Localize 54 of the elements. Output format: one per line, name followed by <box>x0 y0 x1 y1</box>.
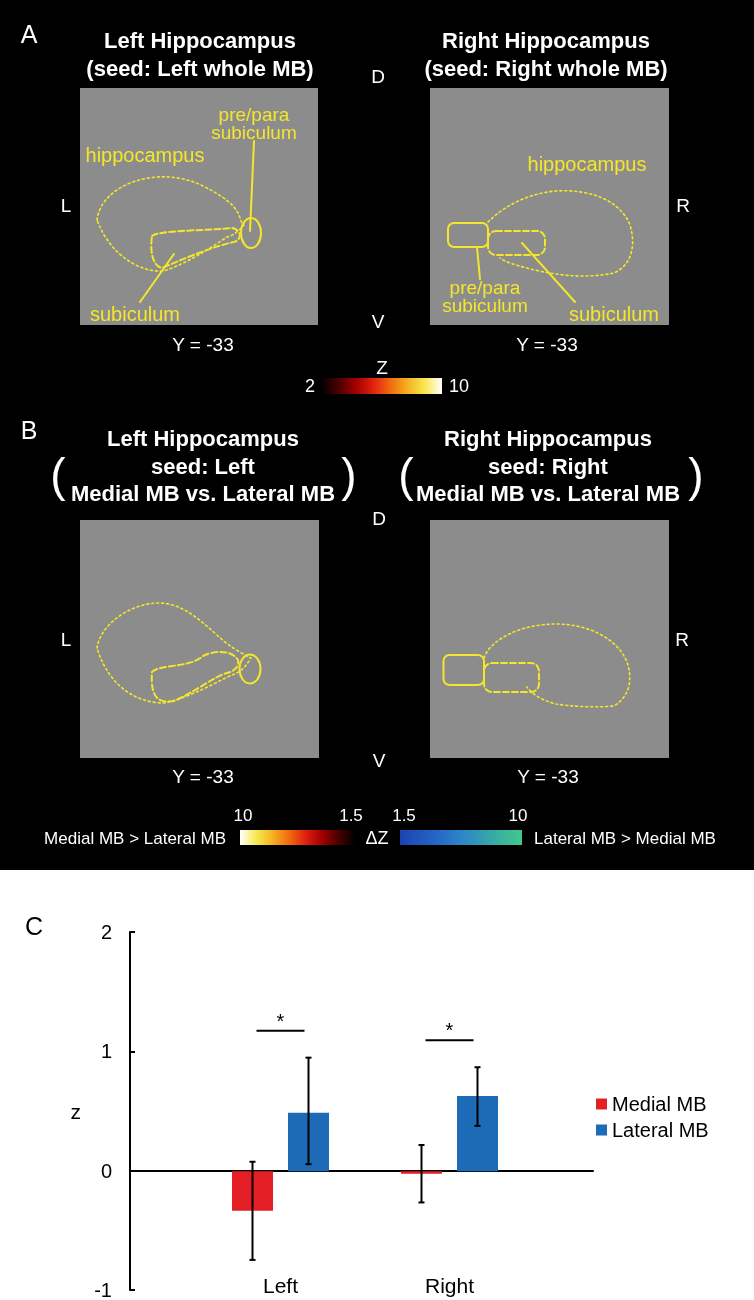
x-tick-label: Right <box>424 1273 475 1297</box>
text: 10 <box>233 805 253 825</box>
bar <box>457 1095 498 1172</box>
text: ( <box>50 449 67 501</box>
text: R <box>675 628 689 650</box>
text: Right Hippocampus seed: Right Medial MB vs. Lateral MB <box>415 425 681 506</box>
x-tick-label: Left <box>262 1273 299 1297</box>
annotation: * <box>445 1019 454 1042</box>
y-axis-title: z <box>70 1099 81 1123</box>
color-bar-title: Z <box>376 356 389 378</box>
text: 10 <box>508 805 528 825</box>
chart-title: C <box>25 911 44 940</box>
text: Y = -33 <box>516 333 578 355</box>
legend-label: Medial MB <box>612 1093 707 1115</box>
text: Left Hippocampus (seed: Left whole MB) <box>86 27 314 81</box>
text: pre/para subiculum <box>211 103 297 143</box>
y-tick-label: 1 <box>100 1040 112 1063</box>
text: Y = -33 <box>517 765 579 787</box>
text: Left Hippocampus seed: Left Medial MB vs. Lateral MB <box>70 425 336 506</box>
text: 1.5 <box>339 805 363 825</box>
text: ) <box>341 449 357 501</box>
text: ( <box>398 449 415 501</box>
text: Y = -33 <box>172 765 234 787</box>
text: ) <box>688 449 704 501</box>
text: hippocampus <box>85 144 205 166</box>
text: Lateral MB > Medial MB <box>534 828 716 848</box>
text: L <box>60 194 72 216</box>
legend-label: Lateral MB <box>612 1119 709 1141</box>
text: Right Hippocampus (seed: Right whole MB) <box>424 27 668 81</box>
bar <box>232 1171 273 1211</box>
text: 1.5 <box>392 805 416 825</box>
text: hippocampus <box>527 153 647 175</box>
text: D <box>372 507 386 529</box>
y-tick-label: -1 <box>94 1279 112 1300</box>
text: Medial MB > Lateral MB <box>44 828 226 848</box>
text: 10 <box>449 376 470 396</box>
bar <box>288 1112 329 1172</box>
color-bar-title: ΔZ <box>365 828 389 848</box>
text: 2 <box>304 376 315 396</box>
text: pre/para subiculum <box>442 276 528 316</box>
text: subiculum <box>568 303 660 325</box>
text: B <box>20 416 38 444</box>
text: A <box>20 20 38 48</box>
text: subiculum <box>89 303 181 325</box>
y-tick-label: 2 <box>100 921 112 943</box>
text: L <box>60 628 72 650</box>
y-tick-label: 0 <box>100 1159 112 1182</box>
text: R <box>676 194 690 216</box>
text: V <box>371 310 385 332</box>
text: Y = -33 <box>172 333 234 355</box>
text: V <box>372 749 386 771</box>
text: D <box>371 65 385 87</box>
annotation: * <box>276 1009 285 1032</box>
bar <box>401 1171 442 1174</box>
